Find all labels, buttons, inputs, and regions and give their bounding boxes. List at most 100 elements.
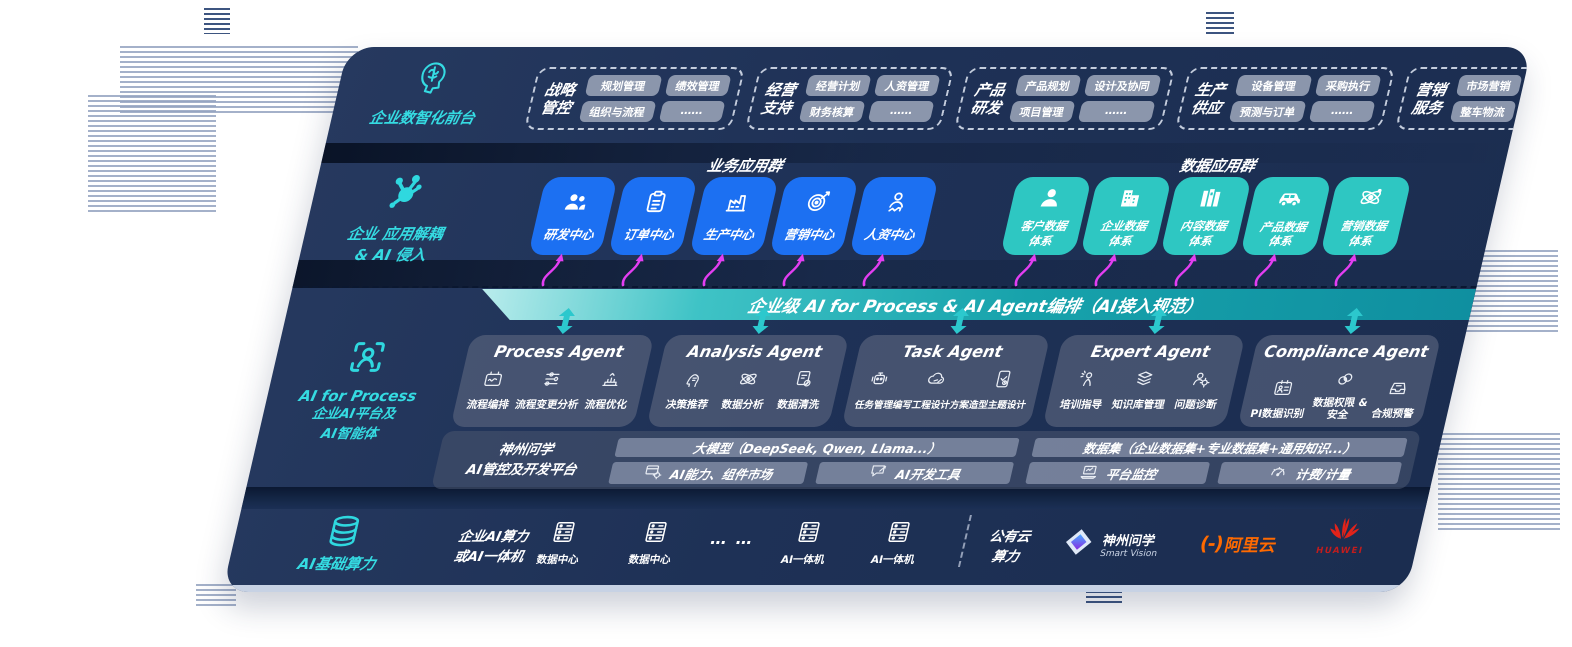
server-rack-icon bbox=[547, 522, 577, 549]
box-label: 订单中心 bbox=[622, 227, 676, 242]
flow-arrow-icon bbox=[1169, 249, 1205, 291]
front-office-group-marketing: 营销服务 市场营销 客户关系 整车物流 …… bbox=[1394, 67, 1532, 130]
flow-arrow-icon bbox=[1329, 249, 1365, 291]
main-panel: 企业数智化前台 战略管控 规划管理 绩效管理 组织与流程 …… 经营支持 经营计… bbox=[222, 47, 1532, 592]
flow-arrow-icon bbox=[696, 249, 732, 291]
module-pill: 设计及协同 bbox=[1083, 75, 1162, 96]
box-content-data: 内容数据体系 bbox=[1159, 177, 1252, 287]
row-divider bbox=[241, 487, 1431, 509]
updown-arrow-icon bbox=[947, 308, 972, 338]
rail-label: 企业数智化前台 bbox=[367, 109, 477, 127]
training-icon bbox=[1072, 368, 1100, 394]
module-pill: …… bbox=[1308, 101, 1376, 122]
module-pill: 客户关系 bbox=[1524, 75, 1532, 96]
cell-label: 平台监控 bbox=[1104, 466, 1158, 482]
rail-label: AI基础算力 bbox=[295, 555, 378, 573]
module-pill: …… bbox=[867, 101, 935, 122]
node-datacenter-1: 数据中心 bbox=[528, 519, 595, 567]
box-rnd-center: 研发中心 bbox=[527, 177, 618, 287]
workflow-icon bbox=[479, 368, 507, 394]
compliance-alert-icon bbox=[1384, 377, 1412, 403]
product-car-icon bbox=[1272, 184, 1307, 216]
agent-item-label: 流程变更分析 bbox=[513, 399, 580, 411]
metering-gauge-icon bbox=[1266, 462, 1290, 484]
box-marketing-data: 营销数据体系 bbox=[1319, 177, 1412, 287]
agent-process: Process Agent 流程编排 流程变更分析 流程优化 bbox=[450, 308, 655, 427]
cloud-line2: 算力 bbox=[989, 549, 1021, 566]
cell-platform-monitor: 平台监控 bbox=[1025, 462, 1211, 484]
cell-metering: 计费/计量 bbox=[1217, 462, 1403, 484]
rail-label: AI for Process bbox=[297, 387, 419, 405]
updown-arrow-icon bbox=[553, 308, 578, 338]
cell-dev-tools: AI开发工具 bbox=[814, 462, 1015, 484]
agent-item-label: 任务管理 bbox=[853, 400, 894, 411]
box-enterprise-data: 企业数据体系 bbox=[1079, 177, 1172, 287]
node-label: 数据中心 bbox=[627, 554, 672, 566]
flow-arrow-icon bbox=[1249, 249, 1285, 291]
node-datacenter-2: 数据中心 bbox=[620, 519, 687, 567]
ellipsis-text: … … bbox=[708, 529, 757, 548]
box-label: 客户数据体系 bbox=[1019, 219, 1069, 248]
module-pill: 产品规划 bbox=[1014, 75, 1082, 96]
flow-arrow-icon bbox=[536, 249, 572, 291]
molecule-icon bbox=[317, 171, 493, 217]
agent-compliance: Compliance Agent PI数据识别 数据权限 & 安全 合规预警 bbox=[1237, 308, 1442, 427]
rnd-team-icon bbox=[559, 189, 592, 219]
agent-item-label: 造型主题设计 bbox=[967, 400, 1028, 411]
flow-arrow-icon bbox=[776, 249, 812, 291]
platform-name: 神州问学 AI管控及开发平台 bbox=[445, 438, 603, 482]
module-pill: 经营计划 bbox=[804, 75, 872, 96]
rail-label: 企业 应用解耦 bbox=[345, 225, 446, 243]
aliyun-brackets-icon: (-) bbox=[1197, 532, 1226, 555]
agent-title: Task Agent bbox=[900, 342, 1005, 361]
group-title: 营销服务 bbox=[1409, 80, 1449, 117]
design-tablet-icon bbox=[989, 368, 1017, 394]
szwx-diamond-logo-icon bbox=[1057, 525, 1100, 563]
business-app-boxes: 研发中心 订单中心 生产中心 营销中心 人资中心 bbox=[527, 177, 939, 287]
dashed-separator bbox=[292, 286, 1477, 288]
front-office-group-product: 产品研发 产品规划 设计及协同 项目管理 …… bbox=[953, 67, 1175, 130]
module-pill: …… bbox=[1077, 101, 1156, 122]
decor-stripes bbox=[1438, 433, 1560, 533]
pi-card-icon bbox=[1269, 377, 1297, 403]
group-title: 生产供应 bbox=[1189, 80, 1228, 117]
data-clean-icon bbox=[790, 368, 818, 394]
agent-item-label: 编写工程设计方案 bbox=[891, 400, 971, 411]
agent-item-label: 数据权限 & 安全 bbox=[1311, 397, 1370, 422]
box-label: 研发中心 bbox=[541, 227, 596, 242]
box-label: 内容数据体系 bbox=[1179, 219, 1229, 248]
module-pill: 组织与流程 bbox=[578, 101, 657, 122]
box-label: 生产中心 bbox=[702, 227, 756, 242]
factory-icon bbox=[720, 189, 753, 219]
task-robot-icon bbox=[865, 368, 893, 394]
diagnosis-icon bbox=[1187, 368, 1215, 394]
flow-change-icon bbox=[538, 368, 566, 394]
box-label: 产品数据体系 bbox=[1258, 219, 1309, 248]
agent-task: Task Agent 任务管理 编写工程设计方案 造型主题设计 bbox=[841, 308, 1051, 427]
decision-head-icon bbox=[678, 368, 706, 394]
huawei-flower-icon bbox=[1325, 517, 1361, 546]
flow-arrow-icon bbox=[1009, 249, 1045, 291]
agent-item-label: 合规预警 bbox=[1369, 408, 1415, 421]
bottom-edge-strip bbox=[226, 585, 1404, 592]
cell-label: AI能力、组件市场 bbox=[668, 466, 774, 482]
node-ai-appliance-1: AI一体机 bbox=[773, 519, 840, 567]
customer-person-icon bbox=[1033, 184, 1067, 215]
module-pill: 人资管理 bbox=[873, 75, 941, 96]
vendor-sub: Smart Vision bbox=[1098, 548, 1159, 559]
vendor-szwx: 神州问学 Smart Vision bbox=[1057, 525, 1201, 563]
module-pill: …… bbox=[1518, 101, 1532, 122]
banner-text: 企业级 AI for Process & AI Agent编排（AI接入规范） bbox=[745, 297, 1205, 317]
box-label: 企业数据体系 bbox=[1099, 219, 1149, 248]
node-ai-appliance-2: AI一体机 bbox=[863, 519, 930, 567]
vendor-aliyun: (-) 阿里云 bbox=[1180, 531, 1296, 557]
scan-person-icon bbox=[279, 337, 454, 381]
updown-arrow-icon bbox=[1340, 308, 1365, 338]
group-title: 产品研发 bbox=[968, 80, 1008, 117]
business-group-title: 业务应用群 bbox=[705, 157, 785, 175]
vendor-huawei: HUAWEI bbox=[1303, 515, 1382, 556]
decor-stripes bbox=[196, 584, 236, 606]
ai-orchestration-banner: 企业级 AI for Process & AI Agent编排（AI接入规范） bbox=[475, 289, 1476, 320]
enterprise-building-icon bbox=[1113, 184, 1147, 215]
node-label: AI一体机 bbox=[869, 554, 916, 566]
